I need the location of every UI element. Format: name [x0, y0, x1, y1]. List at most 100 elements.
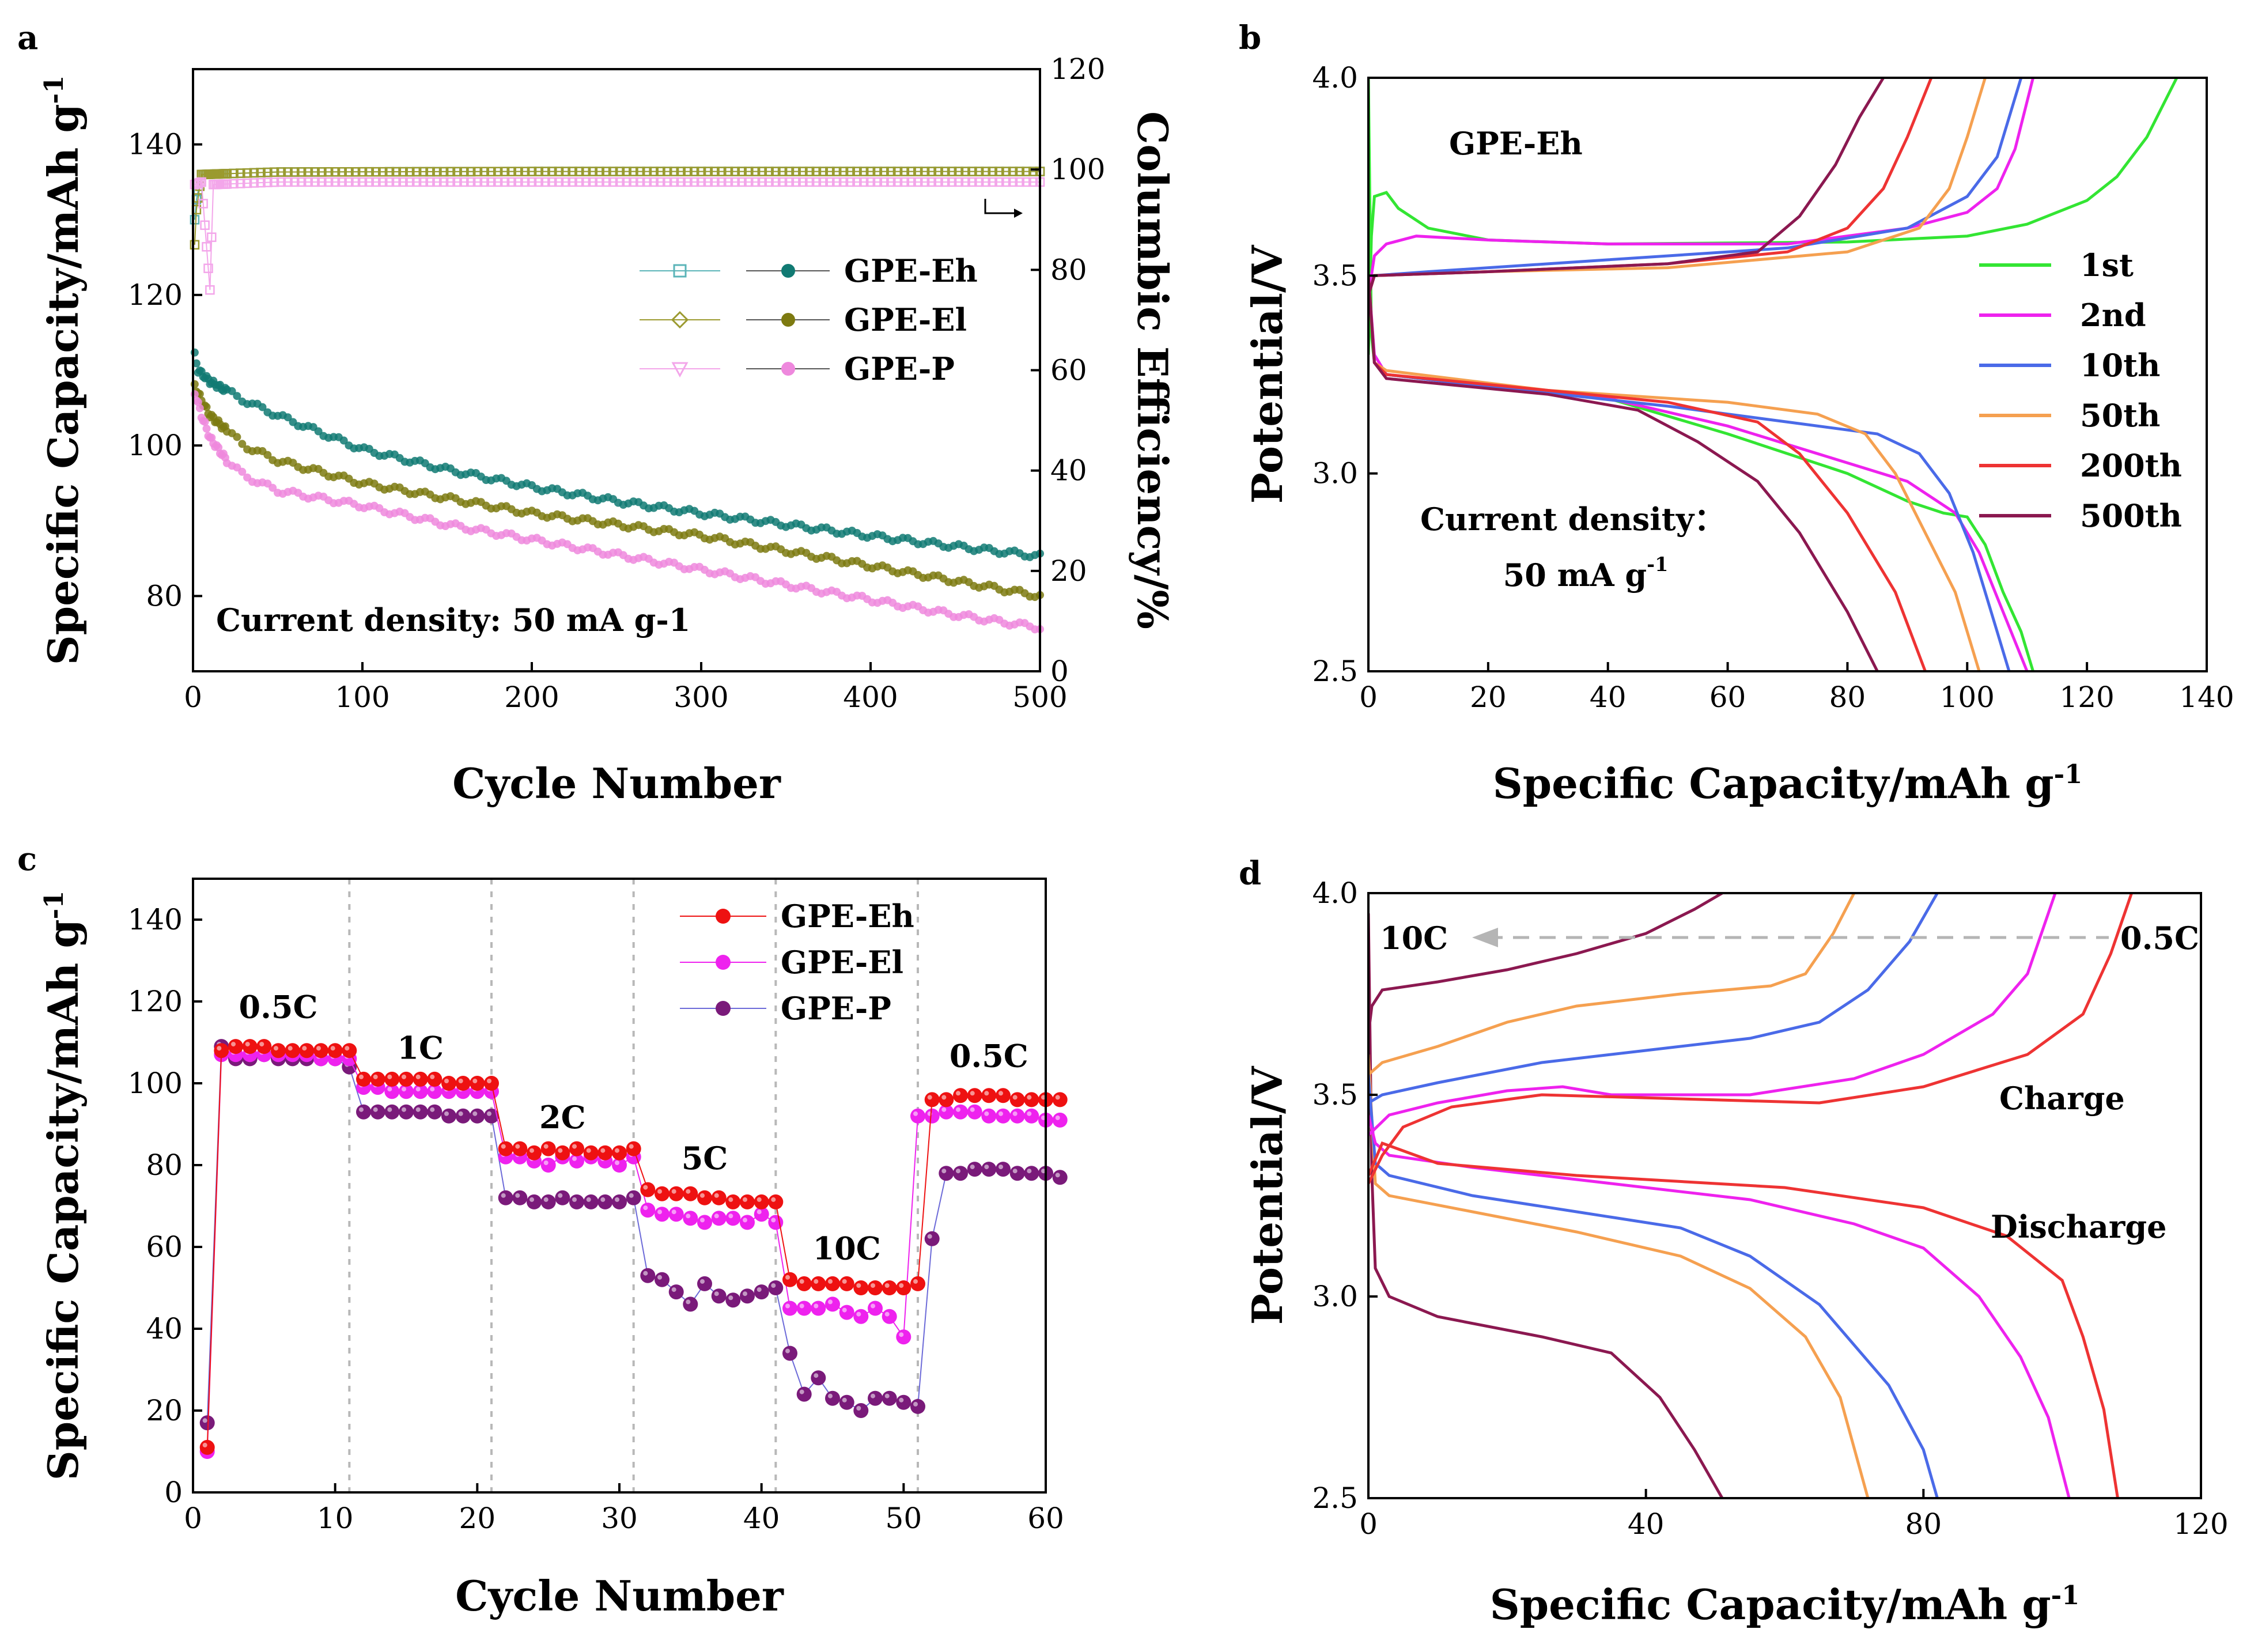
- data-point-highlight: [941, 1107, 947, 1112]
- capacity-point: [339, 436, 348, 445]
- legend-marker-cap: [781, 264, 795, 278]
- data-point-highlight: [913, 1401, 918, 1407]
- data-point-highlight: [330, 1046, 335, 1051]
- data-point-highlight: [1055, 1173, 1060, 1178]
- data-point: [540, 1194, 556, 1209]
- c-legend: GPE-Eh GPE-El GPE-P: [680, 898, 914, 1027]
- a-xlabel: Cycle Number: [452, 759, 781, 808]
- data-point: [370, 1071, 385, 1087]
- data-point: [896, 1394, 911, 1410]
- capacity-point: [214, 443, 223, 452]
- data-point: [967, 1104, 982, 1120]
- data-point-highlight: [515, 1144, 520, 1149]
- c-xtick-label: 50: [886, 1502, 922, 1535]
- data-point: [626, 1190, 641, 1205]
- data-point-highlight: [529, 1148, 534, 1153]
- series-GPE-Eh: [199, 1039, 1068, 1455]
- data-point: [384, 1104, 400, 1120]
- data-point: [711, 1190, 727, 1205]
- d-xlabel: Specific Capacity/mAh g-1: [1490, 1580, 2080, 1629]
- a-ytick-label: 140: [128, 128, 183, 161]
- data-point: [839, 1276, 854, 1291]
- c-rate-label: 0.5C: [950, 1038, 1028, 1075]
- data-point-highlight: [970, 1165, 975, 1170]
- data-point-highlight: [657, 1209, 662, 1215]
- curve-0.5C-charge: [1368, 893, 2133, 1185]
- legend-marker-ce: [671, 362, 689, 378]
- data-point: [811, 1370, 826, 1386]
- data-point: [384, 1071, 400, 1087]
- data-point-highlight: [700, 1279, 705, 1284]
- data-point: [1052, 1092, 1068, 1107]
- d-xtick-label: 80: [1905, 1507, 1942, 1541]
- b-annotation-line1: Current density：: [1420, 501, 1725, 538]
- data-point-highlight: [430, 1087, 435, 1092]
- data-point: [924, 1092, 940, 1107]
- series-GPE-P-efficiency: [190, 177, 1045, 295]
- data-point-highlight: [558, 1148, 563, 1153]
- legend-marker-ce: [671, 311, 689, 329]
- data-point-highlight: [387, 1074, 392, 1079]
- data-point: [981, 1108, 997, 1124]
- data-point: [910, 1398, 925, 1414]
- data-point-highlight: [415, 1087, 421, 1092]
- data-point: [640, 1203, 656, 1218]
- c-xtick-label: 10: [317, 1502, 354, 1535]
- d-discharge-label: Discharge: [1991, 1208, 2166, 1245]
- legend-label-GPE-P: GPE-P: [844, 350, 955, 387]
- a-y2tick-label: 20: [1050, 554, 1087, 588]
- data-point-highlight: [671, 1189, 676, 1194]
- data-point-highlight: [259, 1042, 264, 1047]
- data-point: [697, 1190, 712, 1205]
- data-point: [1009, 1092, 1025, 1107]
- data-point-highlight: [1055, 1115, 1060, 1120]
- data-point-highlight: [743, 1291, 747, 1296]
- data-point-highlight: [643, 1185, 648, 1190]
- data-point: [527, 1194, 542, 1209]
- data-point: [953, 1088, 968, 1103]
- data-point: [939, 1092, 954, 1107]
- b-xtick-label: 20: [1470, 681, 1507, 714]
- data-point-highlight: [799, 1279, 804, 1284]
- data-point-highlight: [444, 1079, 449, 1083]
- data-point-highlight: [558, 1193, 563, 1198]
- data-point-highlight: [871, 1393, 875, 1398]
- data-point: [754, 1194, 769, 1209]
- a-axis-arrow: [984, 199, 1020, 214]
- data-point: [356, 1071, 371, 1087]
- data-point: [569, 1194, 584, 1209]
- data-point-highlight: [842, 1307, 847, 1313]
- curve-1st-charge: [1368, 78, 2178, 355]
- data-point: [470, 1076, 485, 1091]
- c-ytick-label: 140: [128, 903, 183, 936]
- curve-5C-discharge: [1368, 1054, 1870, 1498]
- data-point-highlight: [728, 1197, 733, 1202]
- data-point: [882, 1309, 897, 1324]
- curve-5C-charge: [1368, 893, 1856, 1076]
- d-ytick-label: 3.0: [1312, 1280, 1358, 1313]
- data-point: [868, 1280, 883, 1295]
- legend-label-GPE-P: GPE-P: [781, 990, 891, 1027]
- b-curves: [1368, 78, 2178, 671]
- data-point: [996, 1108, 1011, 1124]
- data-point-highlight: [415, 1074, 421, 1079]
- d-xtick-label: 0: [1359, 1507, 1378, 1541]
- b-ytick-label: 3.5: [1312, 259, 1358, 292]
- data-point-highlight: [941, 1095, 947, 1100]
- data-point: [313, 1043, 328, 1059]
- data-point-highlight: [714, 1214, 719, 1219]
- data-point: [796, 1386, 812, 1402]
- c-ytick-label: 40: [146, 1312, 183, 1345]
- data-point: [285, 1043, 300, 1059]
- data-point-highlight: [856, 1283, 861, 1288]
- a-y2tick-label: 80: [1050, 253, 1087, 286]
- data-point: [725, 1292, 741, 1308]
- data-point-highlight: [785, 1348, 790, 1354]
- data-point: [484, 1076, 499, 1091]
- legend-label-GPE-El: GPE-El: [781, 944, 903, 981]
- panel-d-letter: d: [1239, 855, 1261, 893]
- capacity-point: [283, 413, 292, 422]
- curve-10th-charge: [1368, 78, 2023, 296]
- data-point: [981, 1088, 997, 1103]
- data-point: [853, 1309, 869, 1324]
